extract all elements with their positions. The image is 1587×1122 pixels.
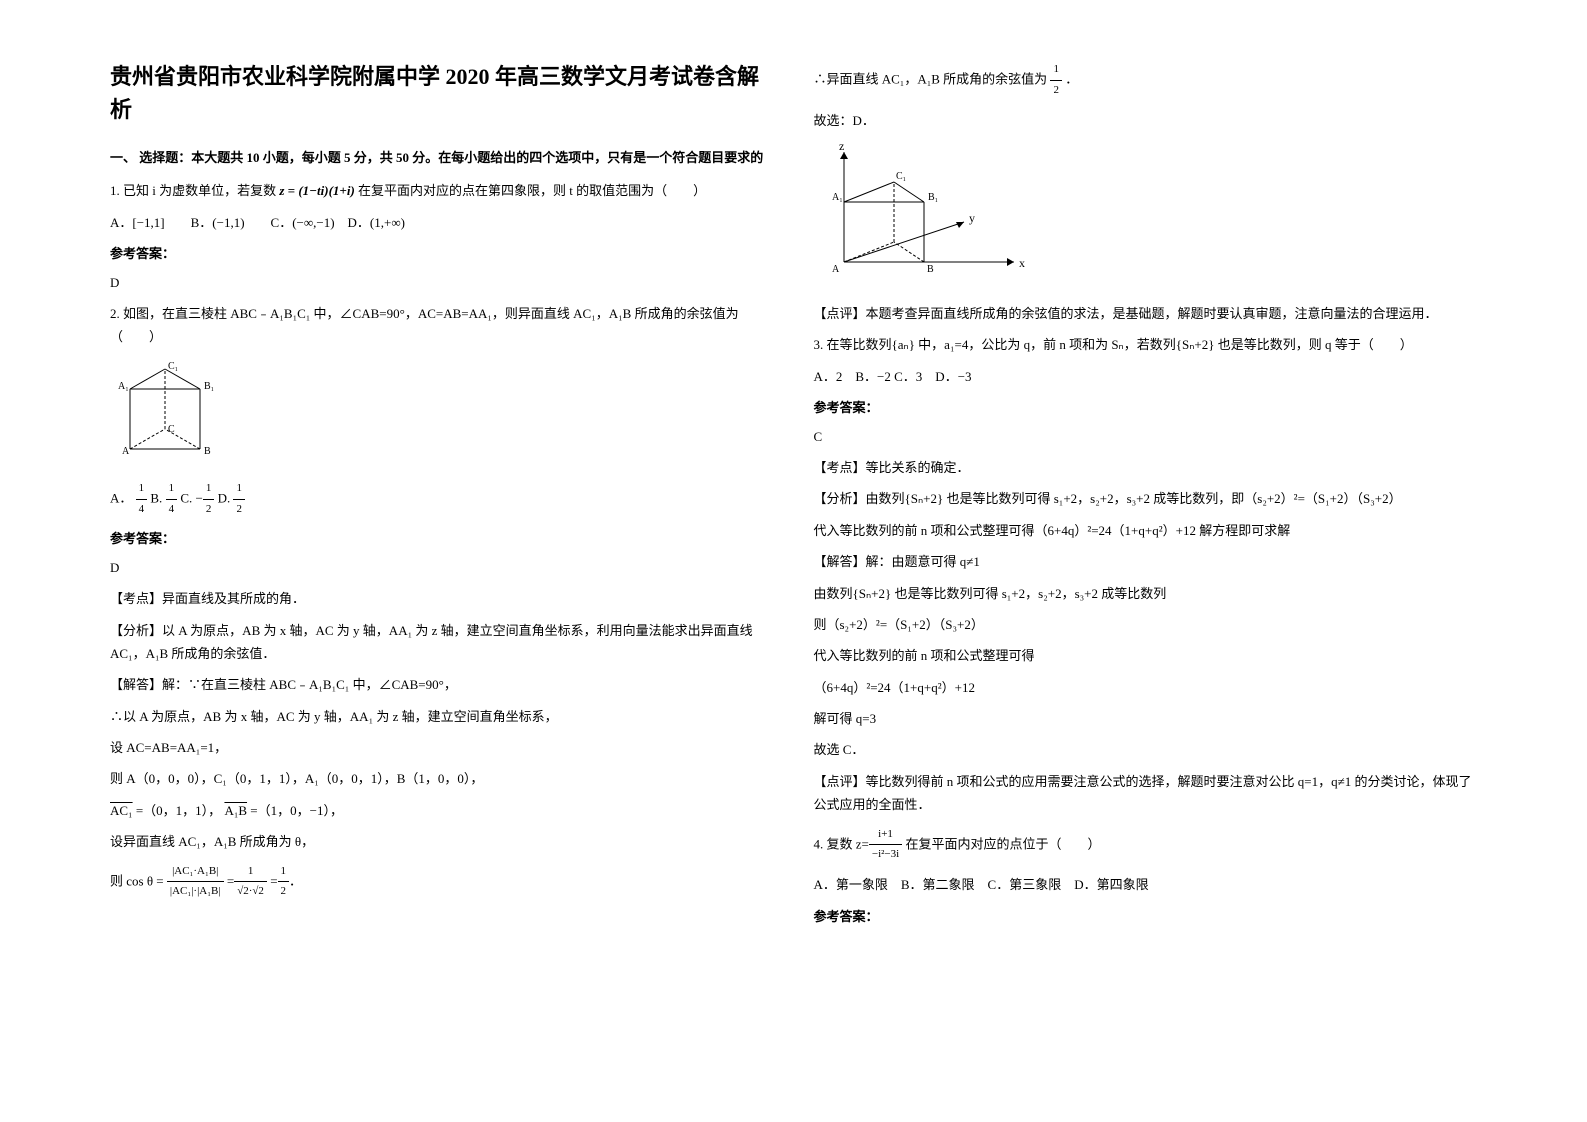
svg-text:C₁: C₁ bbox=[896, 171, 906, 182]
q2-dianping: 【点评】本题考查异面直线所成角的余弦值的求法，是基础题，解题时要认真审题，注意向… bbox=[814, 302, 1478, 325]
q2-opt-d: D. bbox=[218, 490, 234, 505]
q2-jieda-line4: 则 A（0，0，0），C₁（0，1，1），A₁（0，0，1），B（1，0，0）， bbox=[110, 767, 774, 790]
q1-options: A．[−1,1] B．(−1,1) C．(−∞,−1) D．(1,+∞) bbox=[110, 211, 774, 234]
q2-jieda-r2: 故选：D． bbox=[814, 109, 1478, 132]
svg-text:A₁: A₁ bbox=[832, 192, 843, 203]
q3-jieda-l7: 故选 C． bbox=[814, 738, 1478, 761]
svg-text:B₁: B₁ bbox=[928, 192, 938, 203]
q1-answer-label: 参考答案： bbox=[110, 242, 774, 265]
q2-opt-c: C. bbox=[180, 490, 195, 505]
axis-diagram: x y z A B A₁ B₁ C₁ bbox=[814, 142, 1478, 292]
q2-answer: D bbox=[110, 556, 774, 579]
q2-opt-a: A． bbox=[110, 490, 132, 505]
q2-jieda-line6: 设异面直线 AC₁，A₁B 所成角为 θ， bbox=[110, 830, 774, 853]
svg-text:B₁: B₁ bbox=[204, 381, 214, 392]
svg-text:A₁: A₁ bbox=[118, 381, 129, 392]
q4-options: A．第一象限 B．第二象限 C．第三象限 D．第四象限 bbox=[814, 873, 1478, 896]
q2-jieda-line3: 设 AC=AB=AA₁=1， bbox=[110, 736, 774, 759]
q2-fenxi: 【分析】以 A 为原点，AB 为 x 轴，AC 为 y 轴，AA₁ 为 z 轴，… bbox=[110, 619, 774, 666]
q3-jieda-l4: 代入等比数列的前 n 项和公式整理可得 bbox=[814, 644, 1478, 667]
q2-jieda-line7: 则 cos θ = |AC₁·A₁B||AC₁|·|A₁B| =1√2·√2 =… bbox=[110, 862, 774, 903]
prism-diagram: A B C A₁ B₁ C₁ bbox=[110, 359, 774, 469]
q3-jieda-l6: 解可得 q=3 bbox=[814, 707, 1478, 730]
q3-answer: C bbox=[814, 425, 1478, 448]
q4-stem: 4. 复数 z=i+1−i²−3i 在复平面内对应的点位于（ ） bbox=[814, 825, 1478, 866]
svg-text:B: B bbox=[204, 446, 211, 457]
q3-jieda-l2: 由数列{Sₙ+2} 也是等比数列可得 s₁+2，s₂+2，s₃+2 成等比数列 bbox=[814, 582, 1478, 605]
q2-kaodian: 【考点】异面直线及其所成的角． bbox=[110, 587, 774, 610]
q1-answer: D bbox=[110, 271, 774, 294]
q2-jieda-line5: AC₁ =（0，1，1）， A₁B =（1，0，−1）， bbox=[110, 799, 774, 822]
q3-stem: 3. 在等比数列{aₙ} 中，a₁=4，公比为 q，前 n 项和为 Sₙ，若数列… bbox=[814, 333, 1478, 356]
q2-answer-label: 参考答案： bbox=[110, 527, 774, 550]
svg-text:C₁: C₁ bbox=[168, 361, 178, 372]
q2-options: A． 14 B. 14 C. −12 D. 12 bbox=[110, 479, 774, 520]
q2-jieda-r1: ∴异面直线 AC₁，A₁B 所成角的余弦值为 12 ． bbox=[814, 60, 1478, 101]
svg-text:A: A bbox=[122, 446, 130, 457]
q2-jieda-line1: 【解答】解：∵在直三棱柱 ABC﹣A₁B₁C₁ 中，∠CAB=90°， bbox=[110, 673, 774, 696]
svg-text:C: C bbox=[168, 424, 175, 435]
q1-stem-post: 在复平面内对应的点在第四象限，则 t 的取值范围为（ ） bbox=[358, 183, 706, 198]
svg-text:z: z bbox=[839, 142, 844, 153]
q2-opt-b: B. bbox=[150, 490, 165, 505]
page-title: 贵州省贵阳市农业科学院附属中学 2020 年高三数学文月考试卷含解析 bbox=[110, 60, 774, 126]
q3-fenxi-l2: 代入等比数列的前 n 项和公式整理可得（6+4q）²=24（1+q+q²）+12… bbox=[814, 519, 1478, 542]
svg-text:A: A bbox=[832, 264, 840, 275]
section-header: 一、 选择题：本大题共 10 小题，每小题 5 分，共 50 分。在每小题给出的… bbox=[110, 146, 774, 169]
svg-text:B: B bbox=[927, 264, 934, 275]
q3-answer-label: 参考答案： bbox=[814, 396, 1478, 419]
q3-dianping: 【点评】等比数列得前 n 项和公式的应用需要注意公式的选择，解题时要注意对公比 … bbox=[814, 770, 1478, 817]
q3-kaodian: 【考点】等比关系的确定． bbox=[814, 456, 1478, 479]
q1-stem: 1. 已知 i 为虚数单位，若复数 z = (1−ti)(1+i) 在复平面内对… bbox=[110, 179, 774, 202]
q1-stem-pre: 1. 已知 i 为虚数单位，若复数 bbox=[110, 183, 276, 198]
q3-jieda-l5: （6+4q）²=24（1+q+q²）+12 bbox=[814, 676, 1478, 699]
q2-jieda-line2: ∴以 A 为原点，AB 为 x 轴，AC 为 y 轴，AA₁ 为 z 轴，建立空… bbox=[110, 705, 774, 728]
q3-jieda-l3: 则（s₂+2）²=（S₁+2）（S₃+2） bbox=[814, 613, 1478, 636]
q4-answer-label: 参考答案： bbox=[814, 905, 1478, 928]
q2-stem: 2. 如图，在直三棱柱 ABC﹣A₁B₁C₁ 中，∠CAB=90°，AC=AB=… bbox=[110, 302, 774, 349]
svg-text:x: x bbox=[1019, 256, 1025, 270]
q3-jieda-l1: 【解答】解：由题意可得 q≠1 bbox=[814, 550, 1478, 573]
q3-options: A．2 B．−2 C．3 D．−3 bbox=[814, 365, 1478, 388]
svg-text:y: y bbox=[969, 211, 975, 225]
q3-fenxi-l1: 【分析】由数列{Sₙ+2} 也是等比数列可得 s₁+2，s₂+2，s₃+2 成等… bbox=[814, 487, 1478, 510]
q1-formula: z = (1−ti)(1+i) bbox=[279, 183, 354, 198]
